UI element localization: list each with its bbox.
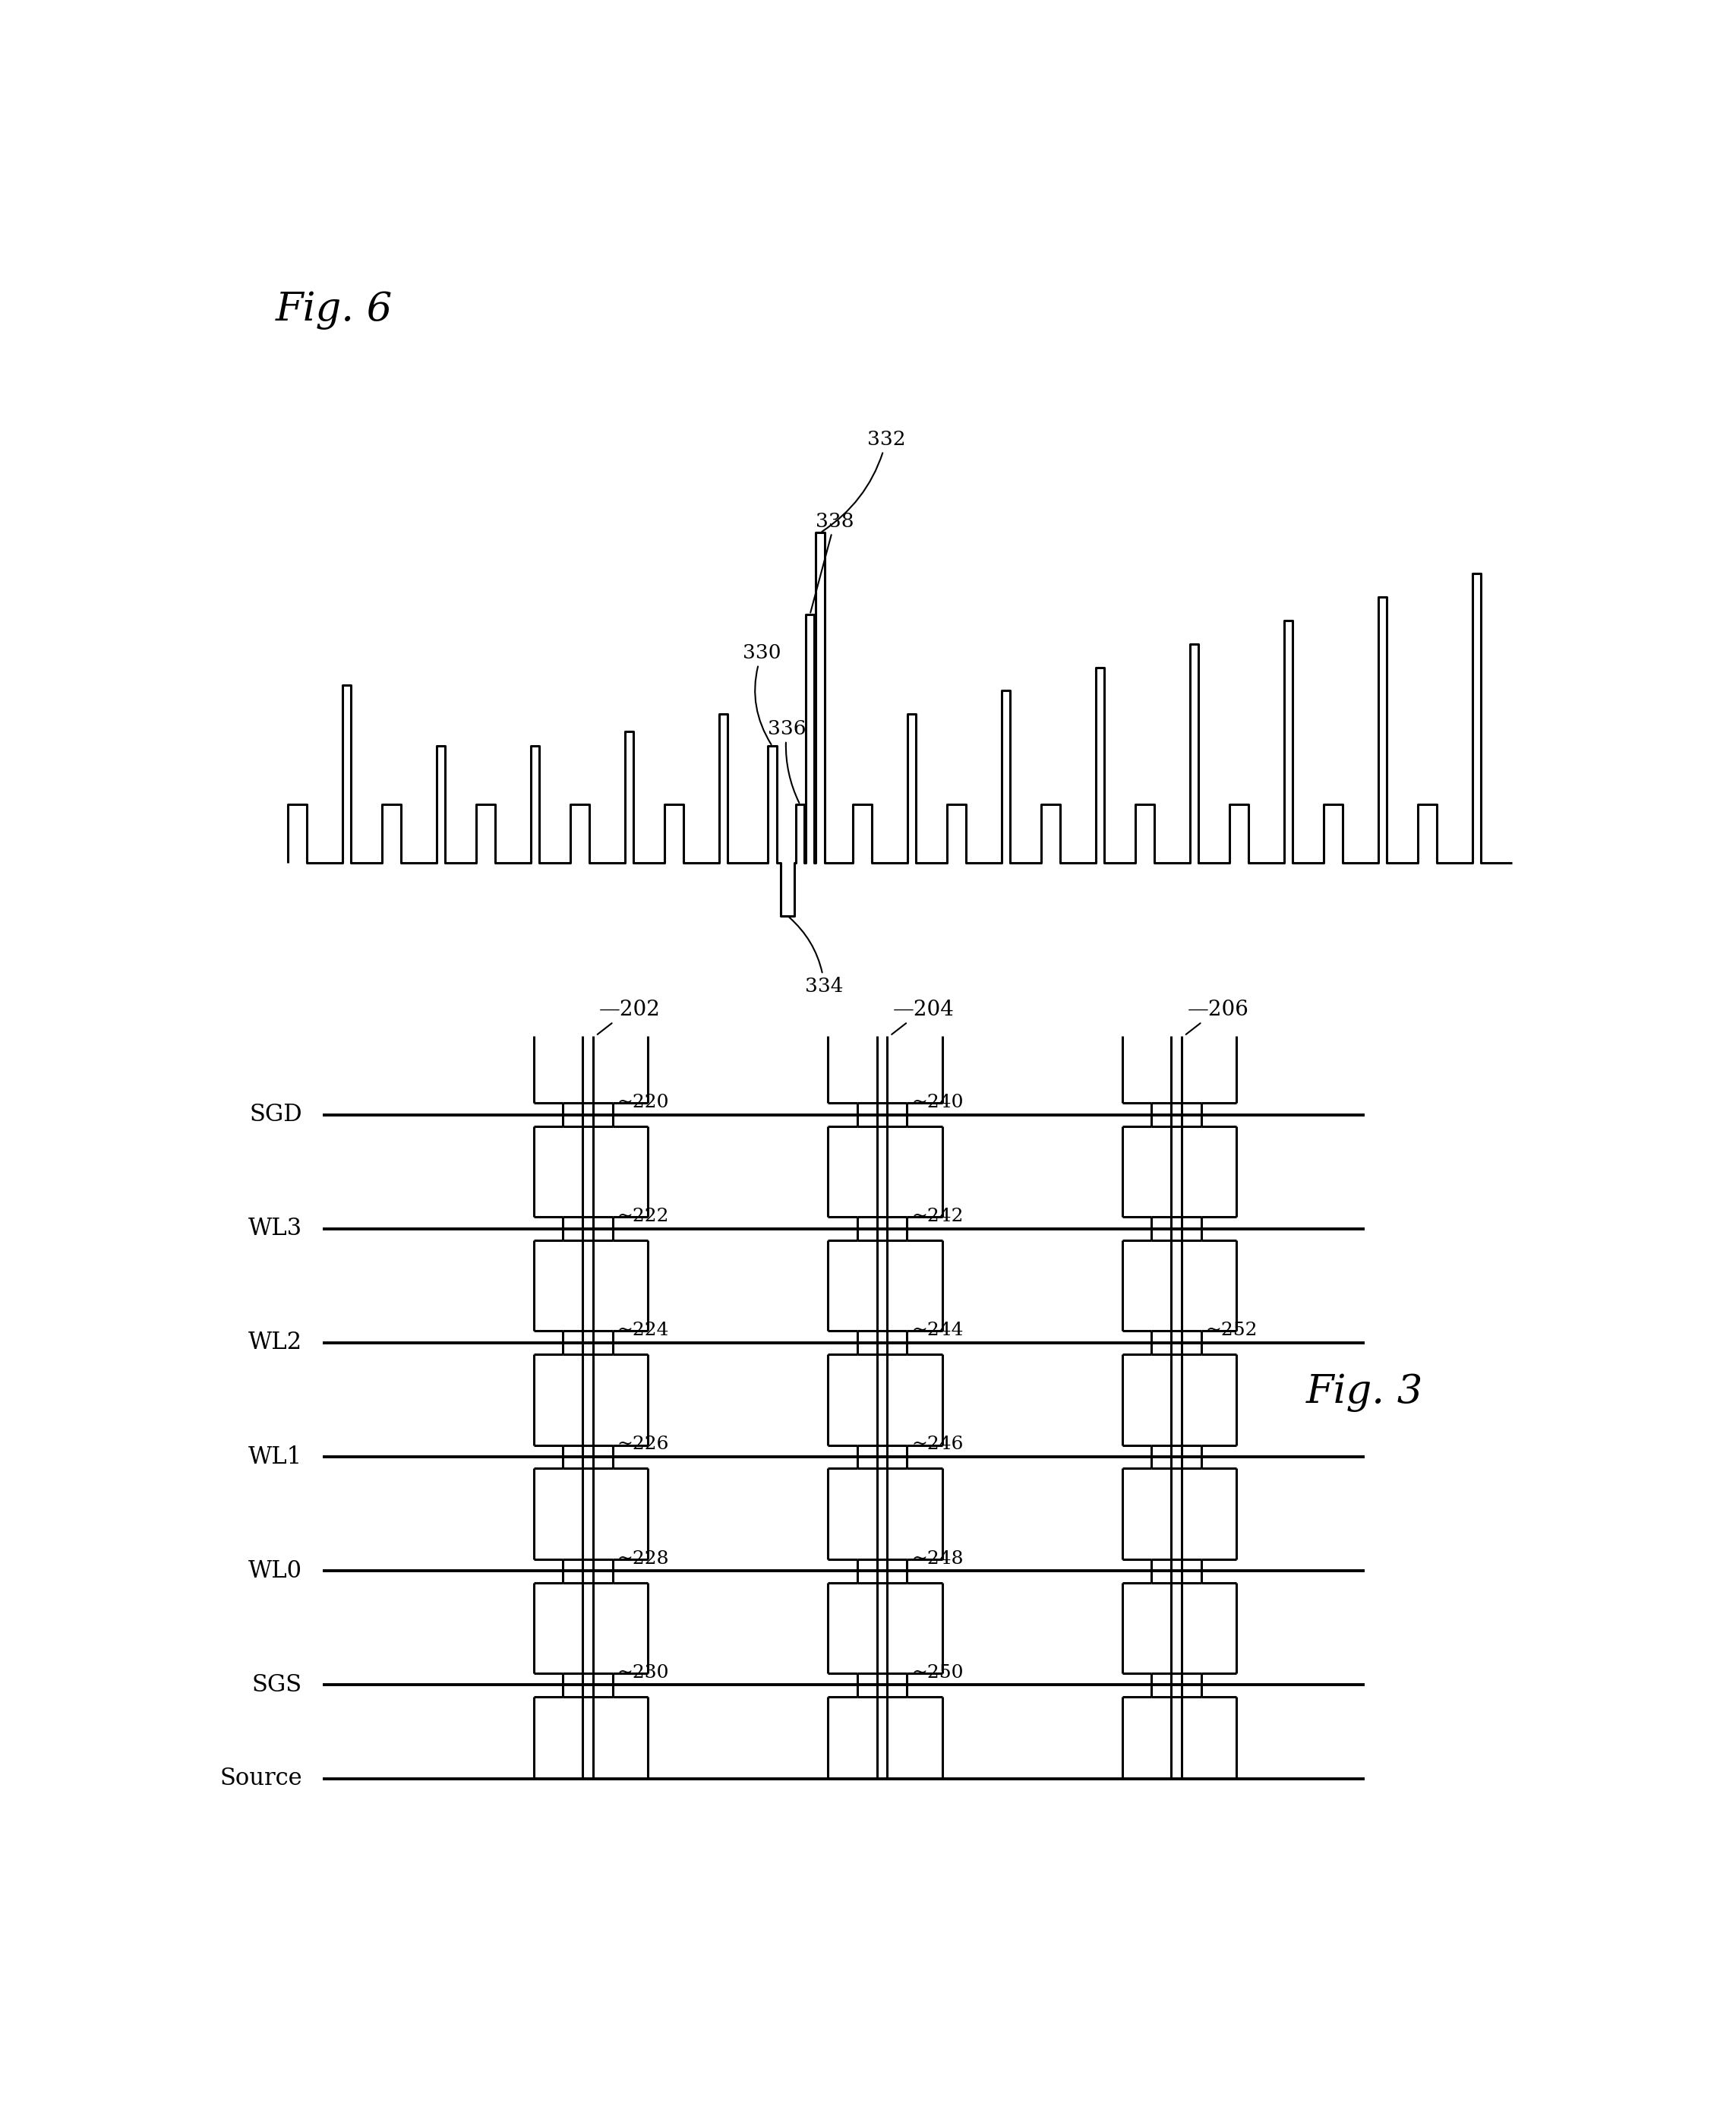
Text: WL0: WL0 — [248, 1559, 302, 1582]
Text: ~226: ~226 — [618, 1435, 668, 1454]
Text: WL1: WL1 — [248, 1445, 302, 1469]
Text: 338: 338 — [811, 513, 854, 612]
Text: ~242: ~242 — [911, 1207, 963, 1226]
Text: 334: 334 — [790, 918, 844, 996]
Text: ~228: ~228 — [618, 1551, 668, 1568]
Text: Fig. 6: Fig. 6 — [276, 291, 392, 329]
Text: WL2: WL2 — [248, 1331, 302, 1355]
Text: ~244: ~244 — [911, 1321, 963, 1340]
Text: Source: Source — [220, 1766, 302, 1789]
Text: ~250: ~250 — [911, 1665, 963, 1682]
Text: —204: —204 — [892, 1000, 955, 1034]
Text: ~220: ~220 — [618, 1093, 668, 1112]
Text: ~252: ~252 — [1207, 1321, 1259, 1340]
Text: SGS: SGS — [252, 1673, 302, 1696]
Text: ~240: ~240 — [911, 1093, 963, 1112]
Text: ~246: ~246 — [911, 1435, 963, 1454]
Text: 336: 336 — [767, 720, 806, 802]
Text: WL3: WL3 — [248, 1217, 302, 1241]
Text: ~224: ~224 — [618, 1321, 668, 1340]
Text: Fig. 3: Fig. 3 — [1305, 1374, 1424, 1412]
Text: 332: 332 — [821, 430, 906, 532]
Text: —206: —206 — [1186, 1000, 1248, 1034]
Text: ~230: ~230 — [618, 1665, 668, 1682]
Text: ~248: ~248 — [911, 1551, 963, 1568]
Text: SGD: SGD — [250, 1104, 302, 1127]
Text: 330: 330 — [743, 644, 781, 745]
Text: ~222: ~222 — [618, 1207, 668, 1226]
Text: —202: —202 — [597, 1000, 660, 1034]
